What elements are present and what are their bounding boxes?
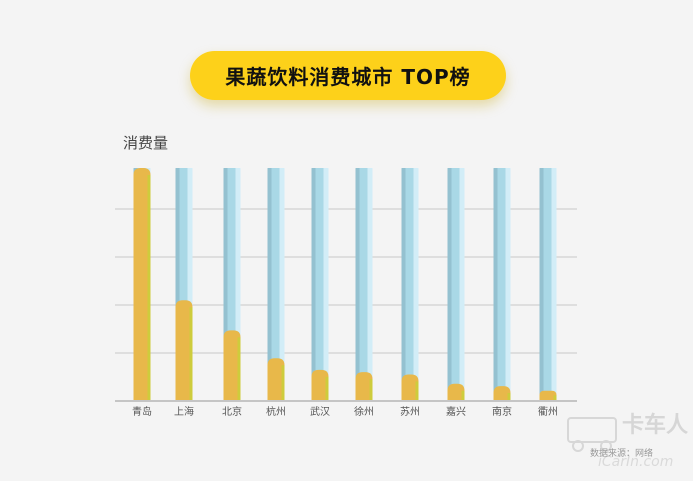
- x-tick-label: 衢州: [538, 406, 558, 418]
- bar-edge: [415, 381, 419, 400]
- bar-北京: [223, 330, 241, 400]
- bar-track-shade: [267, 168, 272, 400]
- bar-edge: [281, 365, 285, 400]
- x-tick-label: 嘉兴: [446, 405, 466, 418]
- bar-track-shade: [223, 168, 228, 400]
- bar-edge: [461, 390, 465, 400]
- bar-上海: [175, 300, 193, 400]
- source-note: 数据来源：网络: [590, 449, 654, 459]
- bar-track-shade: [493, 168, 498, 400]
- x-tick-label: 上海: [174, 405, 194, 418]
- bar-edge: [507, 393, 511, 400]
- bar-track-shade: [447, 168, 452, 400]
- bar-南京: [493, 386, 511, 400]
- bar-track-highlight: [413, 168, 419, 400]
- bar-edge: [325, 376, 329, 400]
- bar-track-highlight: [459, 168, 465, 400]
- x-tick-label: 苏州: [400, 405, 420, 418]
- watermark-logo: 卡车人 iCarIn.com: [567, 412, 688, 470]
- bar-衢州: [539, 390, 557, 400]
- y-axis-label: 消费量: [123, 134, 169, 152]
- bar-徐州: [355, 372, 373, 400]
- x-tick-label: 南京: [492, 405, 512, 418]
- bar-track-shade: [539, 168, 544, 400]
- bar-edge: [147, 175, 151, 400]
- x-tick-label: 北京: [222, 405, 242, 418]
- svg-text:卡车人: 卡车人: [622, 412, 688, 438]
- bar-track-highlight: [505, 168, 511, 400]
- bar-edge: [189, 307, 193, 400]
- title-banner: 果蔬饮料消费城市 TOP榜: [190, 51, 506, 100]
- bar-青岛: [133, 168, 151, 400]
- bar-苏州: [401, 374, 419, 400]
- x-tick-label: 杭州: [266, 405, 286, 418]
- bar-嘉兴: [447, 383, 465, 400]
- bar-track-shade: [401, 168, 406, 400]
- bar-track-shade: [311, 168, 316, 400]
- bar-track-highlight: [279, 168, 285, 400]
- bar-武汉: [311, 369, 329, 400]
- bar-edge: [553, 395, 557, 400]
- x-tick-label: 青岛: [132, 405, 152, 418]
- bar-edge: [237, 337, 241, 400]
- bar-track-shade: [355, 168, 360, 400]
- svg-text:iCarIn.com: iCarIn.com: [598, 454, 673, 470]
- bar-track-highlight: [323, 168, 329, 400]
- bar-track-highlight: [551, 168, 557, 400]
- bar-track-highlight: [367, 168, 373, 400]
- bar-track-shade: [175, 168, 180, 400]
- bar-杭州: [267, 358, 285, 400]
- bar-edge: [369, 379, 373, 400]
- chart-title: 果蔬饮料消费城市 TOP榜: [225, 65, 471, 89]
- x-tick-label: 徐州: [354, 405, 374, 418]
- x-tick-label: 武汉: [310, 405, 330, 418]
- bar-track-highlight: [235, 168, 241, 400]
- bar-track-highlight: [187, 168, 193, 400]
